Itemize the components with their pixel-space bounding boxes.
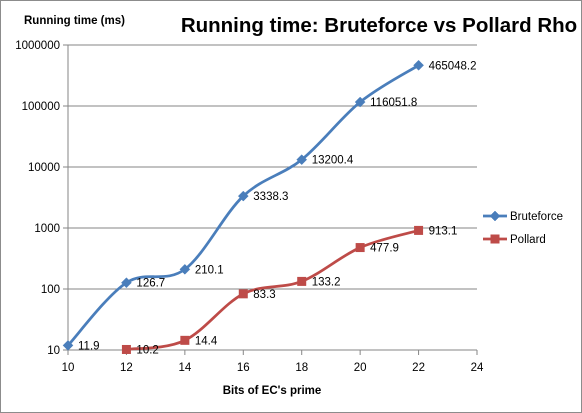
x-tick-label: 10 (62, 362, 75, 374)
bruteforce-data-label: 116051.8 (370, 97, 417, 109)
y-tick-label: 1000 (34, 223, 60, 235)
x-tick-label: 14 (178, 362, 191, 374)
legend-label-bruteforce: Bruteforce (510, 211, 563, 223)
y-tick-label: 1000000 (15, 40, 60, 52)
bruteforce-point (62, 340, 74, 351)
series-bruteforce: 11.9 126.7 210.1 3338.3 13200.4 116051.8 46504… (62, 59, 477, 352)
pollard-data-label: 14.4 (195, 335, 218, 347)
pollard-point (238, 289, 248, 299)
legend-item-pollard[interactable]: Pollard (483, 234, 546, 246)
x-tick-label: 22 (412, 362, 425, 374)
pollard-point (121, 344, 131, 354)
gridlines (68, 44, 477, 290)
pollard-point (297, 276, 307, 286)
legend-label-pollard: Pollard (510, 234, 546, 246)
y-axis-title: Running time (ms) (24, 15, 125, 27)
bruteforce-line (66, 63, 420, 347)
pollard-data-label: 133.2 (312, 276, 341, 288)
series-layer: 11.9 126.7 210.1 3338.3 13200.4 116051.8 46504… (62, 59, 477, 356)
bruteforce-data-label: 126.7 (136, 278, 165, 290)
bruteforce-point (121, 277, 132, 289)
legend-item-bruteforce[interactable]: Bruteforce (483, 210, 563, 223)
bruteforce-data-label: 3338.3 (253, 191, 288, 203)
y-tick-label: 10 (47, 345, 60, 357)
y-tick-label: 100 (41, 284, 60, 296)
pollard-point (414, 225, 424, 235)
series-pollard: 10.2 14.4 83.3 133.2 477.9 913.1 (121, 225, 458, 356)
chart-title: Running time: Bruteforce vs Pollard Rho (181, 14, 577, 37)
bruteforce-point (237, 190, 249, 202)
pollard-point (355, 243, 365, 253)
bruteforce-point (413, 59, 424, 71)
y-tick-label: 10000 (28, 162, 60, 174)
bruteforce-point (179, 263, 191, 275)
x-tick-label: 16 (237, 362, 250, 374)
bruteforce-data-label: 11.9 (78, 340, 100, 352)
legend-marker-bruteforce (489, 210, 501, 222)
bruteforce-point (354, 96, 366, 108)
x-tick-label: 24 (471, 362, 484, 374)
bruteforce-data-label: 210.1 (195, 264, 224, 276)
legend-marker-pollard (490, 234, 500, 244)
pollard-data-label: 83.3 (253, 289, 275, 301)
bruteforce-data-label: 13200.4 (312, 155, 354, 167)
x-tick-labels: 10 12 14 16 18 20 22 24 (62, 362, 484, 374)
legend[interactable]: Bruteforce Pollard (483, 210, 563, 246)
x-tick-label: 12 (120, 362, 133, 374)
pollard-data-label: 477.9 (370, 243, 399, 255)
pollard-data-label: 10.2 (136, 344, 158, 356)
bruteforce-data-label: 465048.2 (429, 60, 477, 72)
x-axis-title: Bits of EC's prime (223, 385, 322, 397)
y-tick-labels: 10 100 1000 10000 100000 1000000 (15, 40, 60, 357)
pollard-point (180, 335, 190, 345)
x-tick-label: 20 (354, 362, 367, 374)
y-tick-label: 100000 (22, 101, 60, 113)
bruteforce-point (296, 154, 308, 165)
x-tick-label: 18 (295, 362, 308, 374)
pollard-data-label: 913.1 (429, 225, 458, 237)
